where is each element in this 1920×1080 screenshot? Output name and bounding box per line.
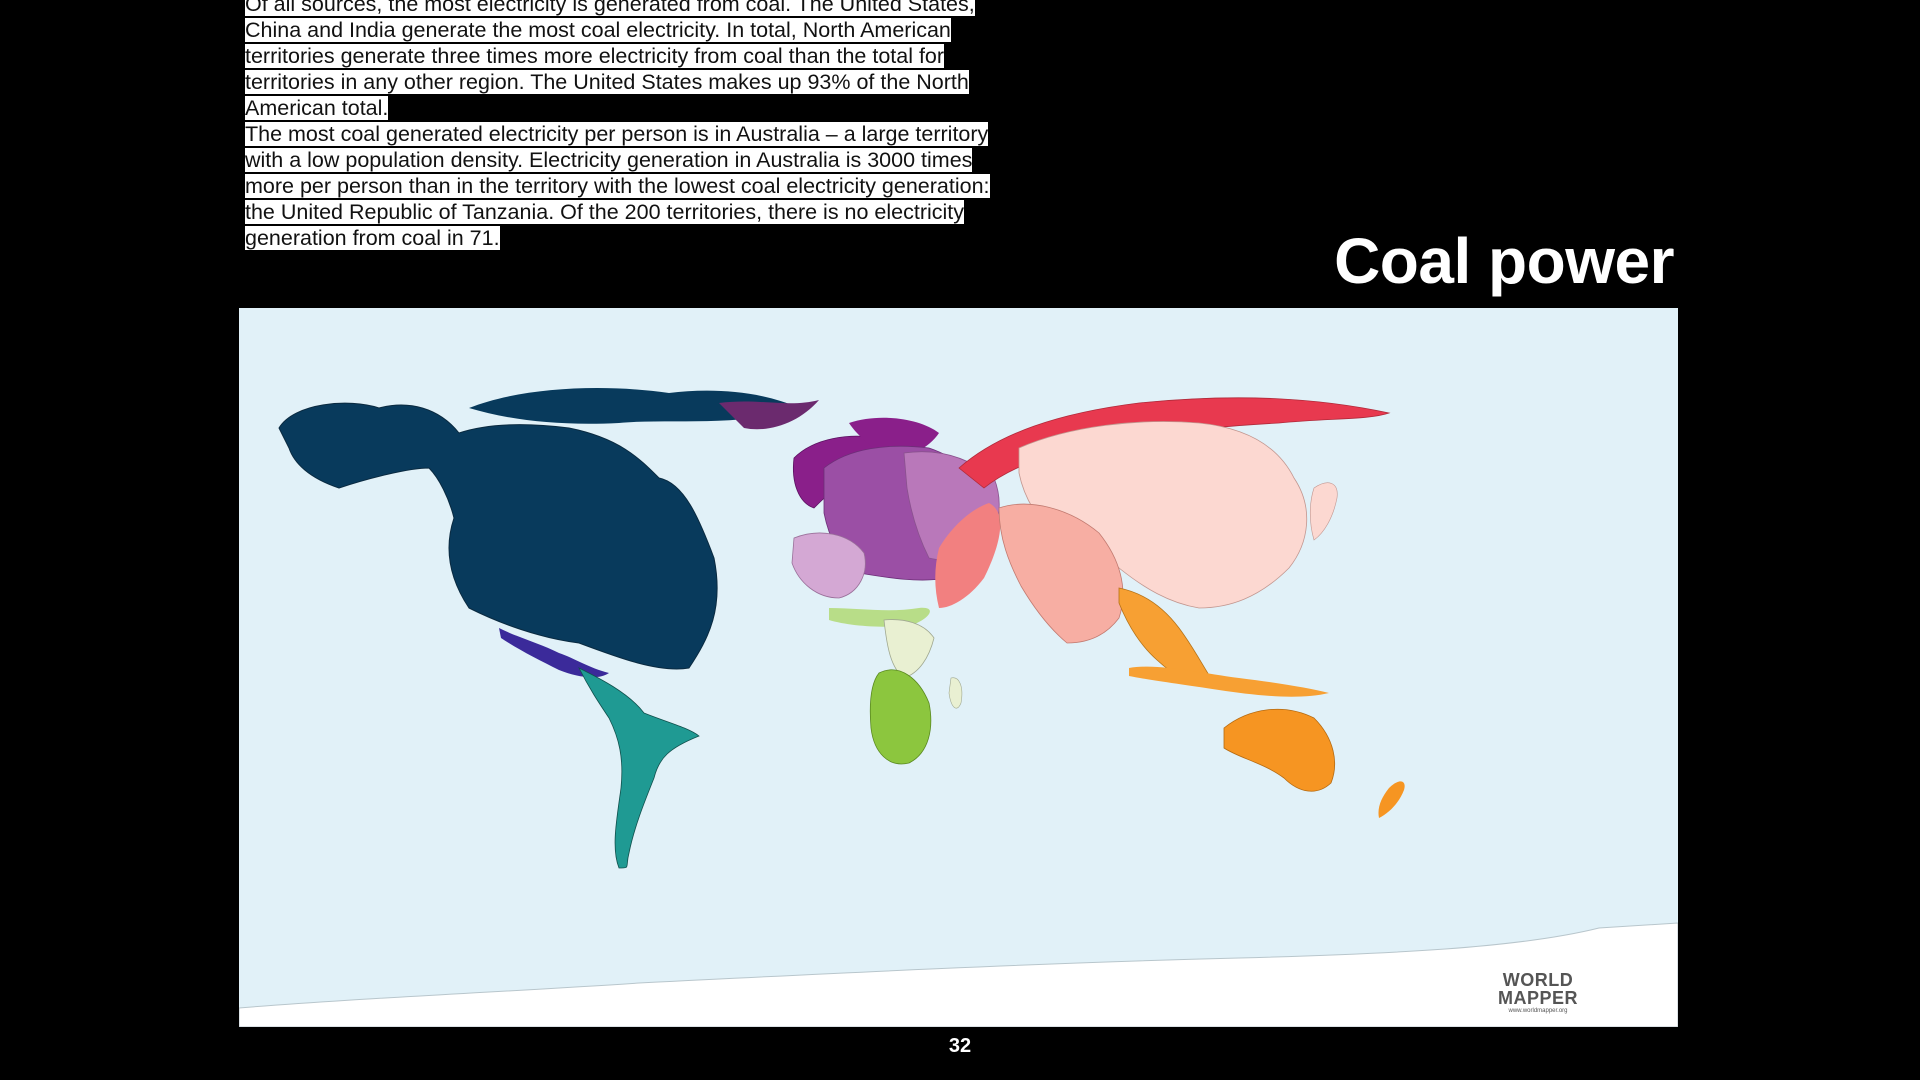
region-australia: [1223, 708, 1335, 792]
page-number: 32: [948, 1035, 972, 1057]
region-new-zealand: [1378, 781, 1405, 818]
intro-paragraph-1: Of all sources, the most electricity is …: [245, 0, 1025, 121]
cartogram-map: WORLD MAPPER www.worldmapper.org: [239, 308, 1678, 1027]
region-japan: [1309, 482, 1338, 541]
cartogram-svg: [239, 388, 1678, 1027]
region-antarctica: [239, 922, 1678, 1027]
region-greenland: [719, 400, 819, 430]
region-south-asia: [998, 503, 1124, 644]
region-madagascar: [948, 677, 963, 709]
region-arctic-islands: [469, 388, 799, 424]
region-north-america: [278, 402, 718, 670]
intro-paragraph-2: The most coal generated electricity per …: [245, 122, 990, 250]
intro-text: Of all sources, the most electricity is …: [245, 0, 1025, 251]
region-indonesia: [1129, 666, 1329, 697]
slide-title: Coal power: [1334, 225, 1674, 297]
region-southern-africa: [869, 669, 932, 765]
region-southern-europe: [791, 532, 866, 599]
region-central-africa: [883, 619, 935, 679]
region-middle-east: [935, 503, 1001, 608]
region-central-america: [499, 628, 609, 678]
worldmapper-logo: WORLD MAPPER www.worldmapper.org: [1497, 970, 1578, 1014]
region-south-america: [578, 667, 700, 869]
